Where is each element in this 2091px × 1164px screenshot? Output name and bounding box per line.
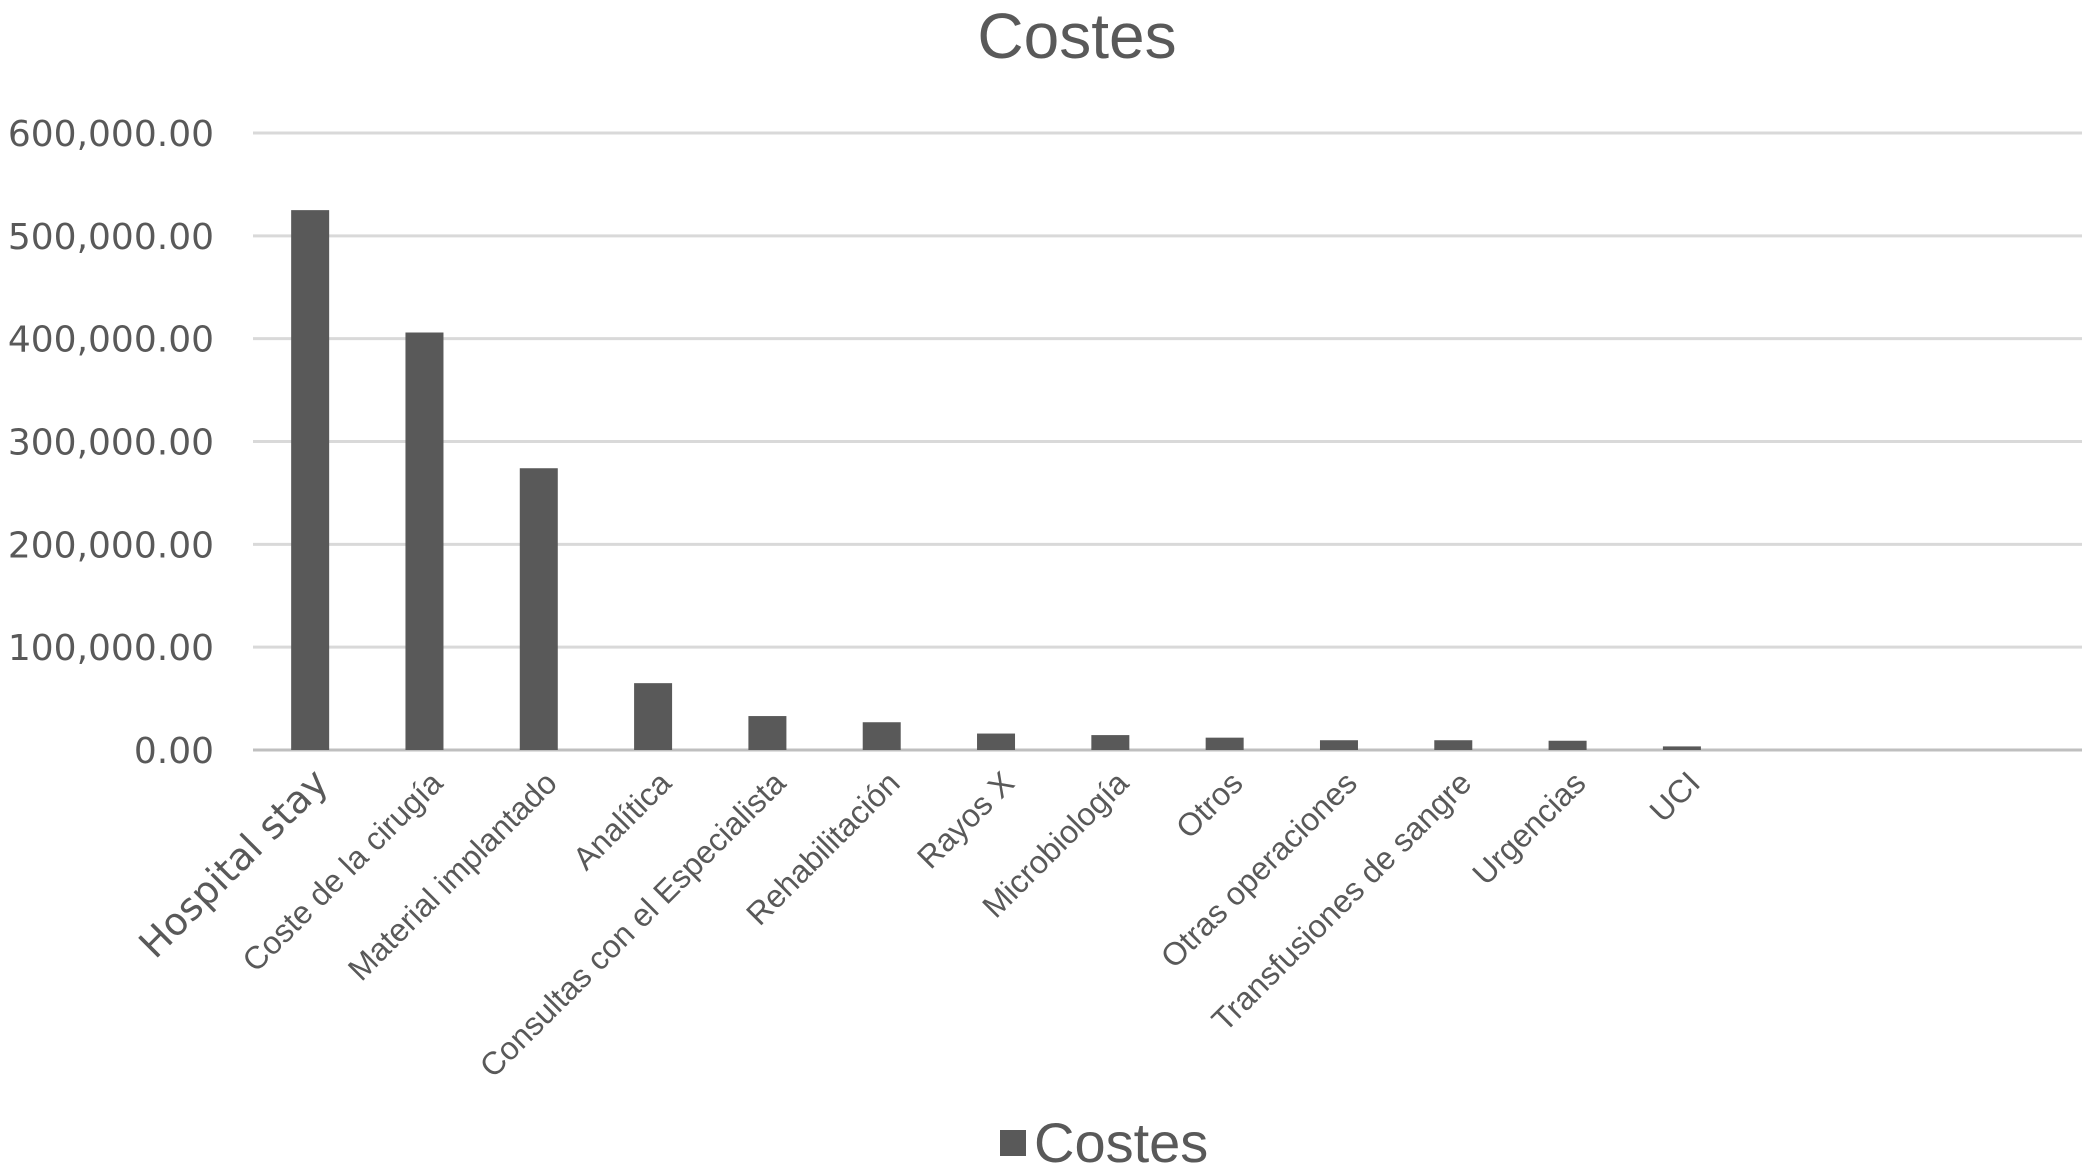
bar (748, 716, 787, 750)
bar (1548, 740, 1587, 750)
legend: Costes (1000, 1111, 1208, 1164)
x-tick-label: Urgencias (1465, 764, 1592, 891)
x-tick-label: Hospital stay (130, 760, 336, 966)
y-tick-label: 400,000.00 (8, 320, 214, 361)
bar (1091, 735, 1130, 750)
y-tick-label: 200,000.00 (8, 525, 214, 566)
chart-title: Costes (977, 0, 1176, 72)
bar (634, 683, 673, 750)
x-tick-label: Otras operaciones (1154, 764, 1364, 974)
legend-label-costes: Costes (1034, 1111, 1208, 1164)
bar (1319, 740, 1358, 750)
bar (977, 733, 1016, 750)
x-tick-label: UCI (1642, 764, 1706, 828)
x-tick-label: Analítica (566, 764, 678, 876)
y-tick-label: 100,000.00 (8, 628, 214, 669)
bars (291, 210, 1701, 750)
bar (1434, 740, 1473, 750)
x-tick-label: Rayos X (910, 764, 1021, 875)
legend-swatch-costes (1000, 1130, 1026, 1156)
bar (519, 468, 558, 750)
x-tick-label: Coste de la cirugía (235, 764, 449, 978)
bar (862, 722, 901, 750)
y-tick-label: 0.00 (134, 731, 214, 772)
gridlines (253, 131, 2082, 752)
x-tick-label: Otros (1169, 764, 1250, 845)
bar (1205, 737, 1244, 750)
x-tick-label: Material implantado (341, 764, 564, 987)
y-tick-label: 600,000.00 (8, 114, 214, 155)
bar (1662, 746, 1701, 750)
bar (291, 210, 330, 750)
y-axis-ticks: 0.00 100,000.00 200,000.00 300,000.00 400,00… (8, 114, 214, 772)
y-tick-label: 500,000.00 (8, 217, 214, 258)
bar (405, 332, 444, 750)
y-tick-label: 300,000.00 (8, 423, 214, 464)
